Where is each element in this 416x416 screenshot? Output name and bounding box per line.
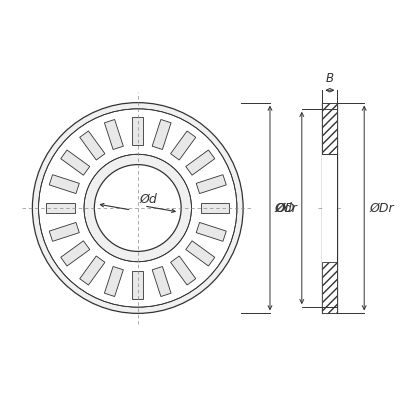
Circle shape — [32, 103, 243, 313]
Bar — [196, 175, 226, 193]
Bar — [171, 131, 196, 160]
Bar — [132, 116, 143, 145]
Circle shape — [94, 165, 181, 251]
Bar — [171, 256, 196, 285]
Bar — [61, 150, 90, 175]
Circle shape — [39, 109, 237, 307]
Text: Ød: Ød — [140, 193, 158, 206]
Bar — [322, 262, 337, 307]
Circle shape — [84, 154, 191, 262]
Text: B: B — [326, 72, 334, 85]
Bar — [80, 131, 105, 160]
Bar — [104, 267, 123, 297]
Bar — [61, 241, 90, 266]
Bar — [152, 119, 171, 149]
Bar — [152, 267, 171, 297]
Bar — [132, 271, 143, 300]
Bar — [49, 175, 79, 193]
Bar — [196, 223, 226, 241]
Bar — [186, 150, 215, 175]
Bar — [201, 203, 229, 213]
Bar — [322, 103, 337, 109]
Bar — [80, 256, 105, 285]
Bar — [322, 109, 337, 154]
Bar — [49, 223, 79, 241]
Bar — [47, 203, 74, 213]
Text: Ødr: Ødr — [275, 201, 298, 215]
Bar — [104, 119, 123, 149]
Text: ØD: ØD — [275, 201, 295, 215]
Bar — [322, 154, 337, 307]
Bar — [186, 241, 215, 266]
Bar — [322, 307, 337, 313]
Text: ØDr: ØDr — [369, 201, 394, 215]
